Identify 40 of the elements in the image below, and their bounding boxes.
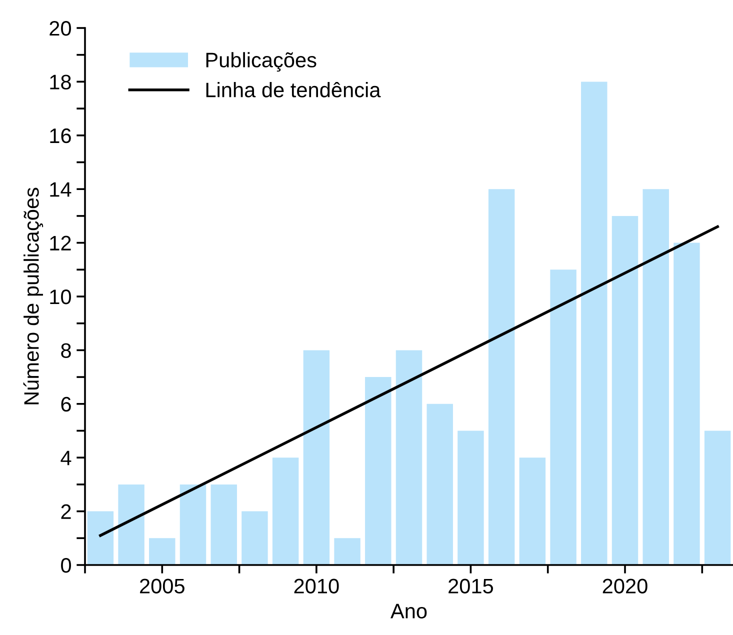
bar xyxy=(550,270,576,565)
y-tick-label: 16 xyxy=(50,128,71,144)
bar xyxy=(426,404,453,565)
bar xyxy=(519,458,546,565)
y-tick-label: 0 xyxy=(61,558,71,573)
y-tick-label: 2 xyxy=(61,504,71,519)
x-tick-label: 2010 xyxy=(294,578,339,594)
y-tick-label: 18 xyxy=(50,74,71,90)
x-tick-label: 2005 xyxy=(140,578,184,594)
bar xyxy=(488,189,515,565)
bar xyxy=(674,242,700,565)
bar xyxy=(180,484,206,565)
y-tick-label: 20 xyxy=(50,21,71,36)
y-tick-label: 10 xyxy=(50,290,71,304)
bar xyxy=(396,350,422,565)
bar xyxy=(642,189,669,565)
y-tick-label: 8 xyxy=(61,343,71,358)
bar xyxy=(612,216,638,565)
bar xyxy=(272,458,299,565)
bar xyxy=(118,484,144,565)
bar xyxy=(334,538,360,565)
y-axis-title: Número de publicações xyxy=(23,188,44,404)
bar xyxy=(149,538,176,565)
bar xyxy=(303,350,330,565)
x-tick-label: 2020 xyxy=(602,578,648,594)
bar xyxy=(365,377,392,565)
bar xyxy=(87,511,114,565)
x-tick-label: 2015 xyxy=(448,578,494,594)
bar xyxy=(458,430,484,565)
y-tick-label: 12 xyxy=(50,236,71,250)
legend-label: Publicações xyxy=(206,52,316,72)
bar xyxy=(581,82,608,565)
x-axis-title: Ano xyxy=(390,604,427,618)
bar xyxy=(242,511,268,565)
y-tick-label: 4 xyxy=(60,450,72,466)
bar xyxy=(704,430,731,565)
y-tick-label: 14 xyxy=(50,182,72,197)
legend-label: Linha de tendência xyxy=(206,82,381,98)
y-tick-label: 6 xyxy=(61,396,71,412)
bar xyxy=(210,484,237,565)
